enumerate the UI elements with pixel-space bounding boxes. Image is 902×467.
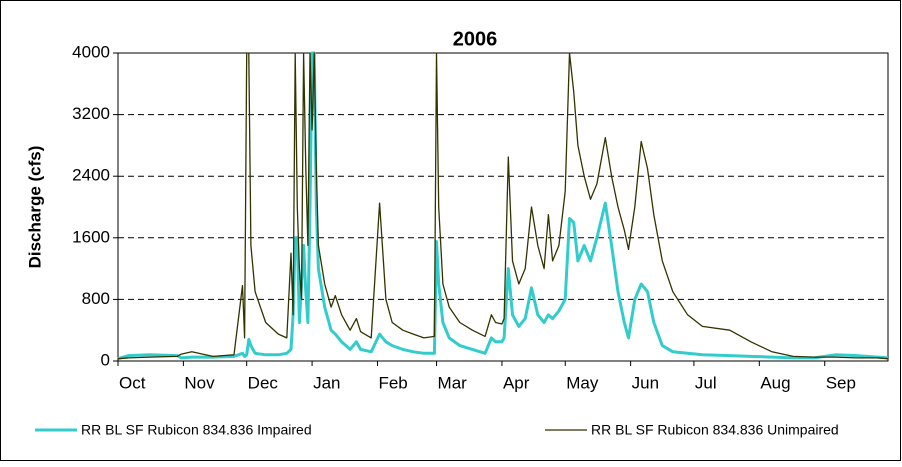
x-tick-label: Mar xyxy=(438,373,468,392)
y-tick-label: 0 xyxy=(101,350,110,369)
x-tick-label: Dec xyxy=(248,373,279,392)
series-line xyxy=(117,51,889,361)
legend-label: RR BL SF Rubicon 834.836 Unimpaired xyxy=(591,422,839,438)
series-line xyxy=(117,52,889,360)
x-tick-label: Oct xyxy=(119,373,146,392)
x-tick-label: Apr xyxy=(503,373,530,392)
y-tick-label: 2400 xyxy=(72,166,110,185)
x-tick-label: Jul xyxy=(695,373,717,392)
y-axis-label: Discharge (cfs) xyxy=(25,146,44,269)
x-tick-label: Feb xyxy=(378,373,407,392)
x-tick-label: Jan xyxy=(313,373,340,392)
x-tick-label: Nov xyxy=(184,373,215,392)
chart-title: 2006 xyxy=(453,28,498,50)
plot-area xyxy=(117,52,889,362)
y-tick-label: 3200 xyxy=(72,104,110,123)
x-tick-label: May xyxy=(566,373,599,392)
y-tick-label: 1600 xyxy=(72,227,110,246)
x-tick-label: Aug xyxy=(760,373,790,392)
legend-label: RR BL SF Rubicon 834.836 Impaired xyxy=(81,422,312,438)
y-tick-label: 800 xyxy=(82,289,110,308)
x-tick-label: Sep xyxy=(826,373,856,392)
x-tick-label: Jun xyxy=(632,373,659,392)
y-tick-label: 4000 xyxy=(72,42,110,61)
